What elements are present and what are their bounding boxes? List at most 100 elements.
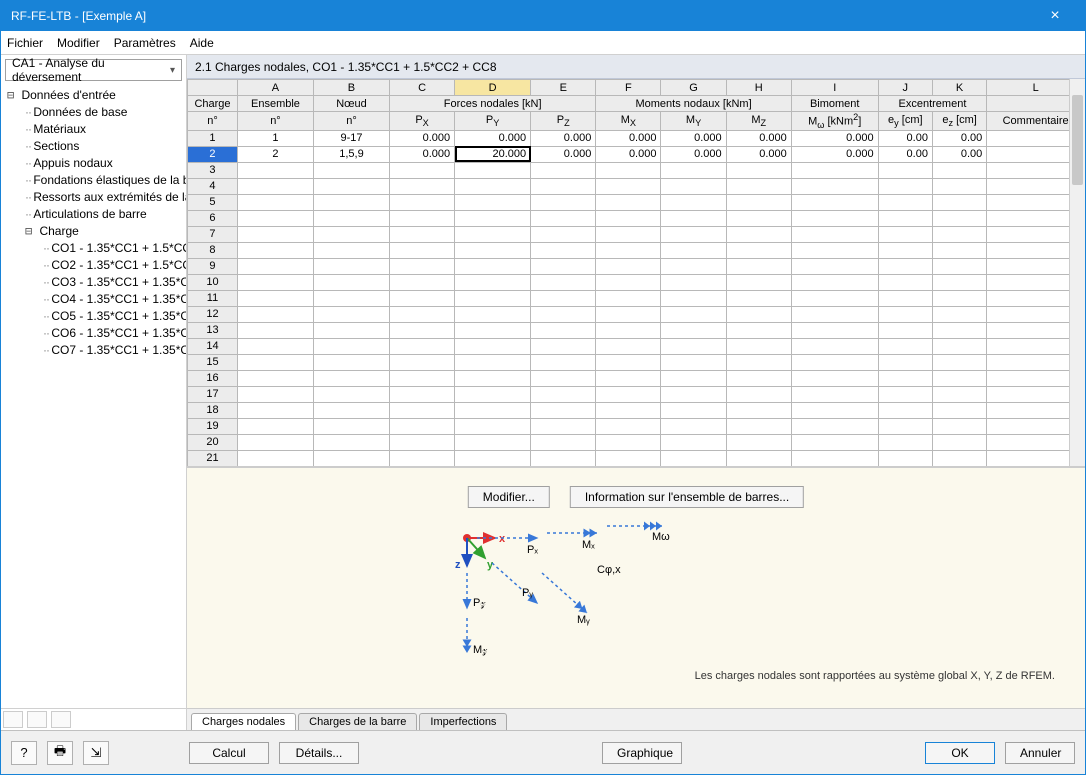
grid-cell[interactable] [791,194,878,210]
grid-cell[interactable] [726,370,791,386]
annuler-button[interactable]: Annuler [1005,742,1075,764]
grid-cell[interactable] [237,338,313,354]
grid-cell[interactable] [531,322,596,338]
grid-cell[interactable] [932,178,986,194]
grid-cell[interactable] [313,194,389,210]
grid-cell[interactable] [932,354,986,370]
grid-cell[interactable] [389,306,454,322]
grid-cell[interactable] [596,258,661,274]
grid-cell[interactable] [313,162,389,178]
ok-button[interactable]: OK [925,742,995,764]
grid-cell[interactable] [455,194,531,210]
grid-cell[interactable] [878,418,932,434]
close-icon[interactable]: × [1035,7,1075,25]
grid-cell[interactable]: 0.000 [531,130,596,146]
grid-cell[interactable] [237,162,313,178]
col-header[interactable]: D [455,80,531,96]
grid-cell[interactable] [313,402,389,418]
grid-cell[interactable] [531,306,596,322]
grid-cell[interactable] [596,402,661,418]
grid-cell[interactable] [878,290,932,306]
grid-cell[interactable]: 0.000 [596,130,661,146]
nav-tree[interactable]: Données d'entréeDonnées de baseMatériaux… [1,85,186,708]
grid-cell[interactable] [661,450,726,466]
grid-cell[interactable] [932,242,986,258]
grid-cell[interactable] [237,306,313,322]
data-grid[interactable]: ABCDEFGHIJKLChargeEnsembleNœudForces nod… [187,79,1085,467]
grid-cell[interactable]: 0.00 [932,146,986,162]
grid-cell[interactable] [726,210,791,226]
grid-cell[interactable] [313,370,389,386]
grid-cell[interactable] [661,434,726,450]
grid-cell[interactable] [596,162,661,178]
grid-cell[interactable] [791,338,878,354]
grid-cell[interactable]: 0.000 [596,146,661,162]
grid-cell[interactable] [726,450,791,466]
col-header[interactable]: K [932,80,986,96]
grid-cell[interactable] [237,194,313,210]
grid-cell[interactable] [237,386,313,402]
grid-cell[interactable] [455,242,531,258]
grid-cell[interactable] [661,274,726,290]
graphique-button[interactable]: Graphique [602,742,682,764]
row-number[interactable]: 12 [188,306,238,322]
grid-cell[interactable]: 9-17 [313,130,389,146]
grid-cell[interactable] [878,162,932,178]
tree-item[interactable]: Sections [1,138,186,155]
grid-cell[interactable] [791,226,878,242]
grid-cell[interactable] [313,386,389,402]
tree-item[interactable]: Appuis nodaux [1,155,186,172]
grid-cell[interactable] [237,242,313,258]
grid-cell[interactable] [455,450,531,466]
grid-cell[interactable] [791,178,878,194]
grid-cell[interactable] [932,306,986,322]
grid-cell[interactable] [313,274,389,290]
tree-item[interactable]: Ressorts aux extrémités de la b [1,189,186,206]
col-header[interactable]: H [726,80,791,96]
sidebar-btn-3[interactable] [51,711,71,728]
tree-item[interactable]: Données d'entrée [1,87,186,104]
col-header[interactable]: I [791,80,878,96]
grid-cell[interactable] [389,402,454,418]
grid-cell[interactable] [237,418,313,434]
grid-cell[interactable]: 0.00 [932,130,986,146]
titlebar[interactable]: RF-FE-LTB - [Exemple A] × [1,1,1085,31]
grid-cell[interactable] [596,434,661,450]
grid-cell[interactable]: 1 [237,130,313,146]
row-number[interactable]: 15 [188,354,238,370]
modifier-button[interactable]: Modifier... [468,486,550,508]
grid-cell[interactable] [596,290,661,306]
grid-cell[interactable] [932,386,986,402]
grid-cell[interactable] [726,402,791,418]
grid-cell[interactable] [455,290,531,306]
grid-cell[interactable]: 0.000 [661,130,726,146]
grid-cell[interactable] [878,386,932,402]
grid-cell[interactable] [389,226,454,242]
grid-cell[interactable] [531,402,596,418]
row-number[interactable]: 7 [188,226,238,242]
grid-cell[interactable] [531,450,596,466]
grid-cell[interactable]: 0.000 [791,146,878,162]
grid-cell[interactable] [726,338,791,354]
grid-cell[interactable] [878,258,932,274]
grid-cell[interactable] [389,162,454,178]
analysis-combo[interactable]: CA1 - Analyse du déversement ▾ [5,59,182,81]
grid-cell[interactable] [726,178,791,194]
grid-cell[interactable] [932,434,986,450]
col-header[interactable]: A [237,80,313,96]
grid-cell[interactable] [531,178,596,194]
calcul-button[interactable]: Calcul [189,742,269,764]
menu-aide[interactable]: Aide [190,36,214,50]
grid-cell[interactable] [791,370,878,386]
grid-cell[interactable] [237,274,313,290]
grid-cell[interactable] [726,194,791,210]
grid-cell[interactable] [237,434,313,450]
menu-fichier[interactable]: Fichier [7,36,43,50]
grid-cell[interactable] [791,210,878,226]
tree-item[interactable]: Articulations de barre [1,206,186,223]
grid-cell[interactable] [932,258,986,274]
grid-cell[interactable] [596,386,661,402]
grid-cell[interactable] [531,434,596,450]
grid-cell[interactable] [531,290,596,306]
row-number[interactable]: 18 [188,402,238,418]
